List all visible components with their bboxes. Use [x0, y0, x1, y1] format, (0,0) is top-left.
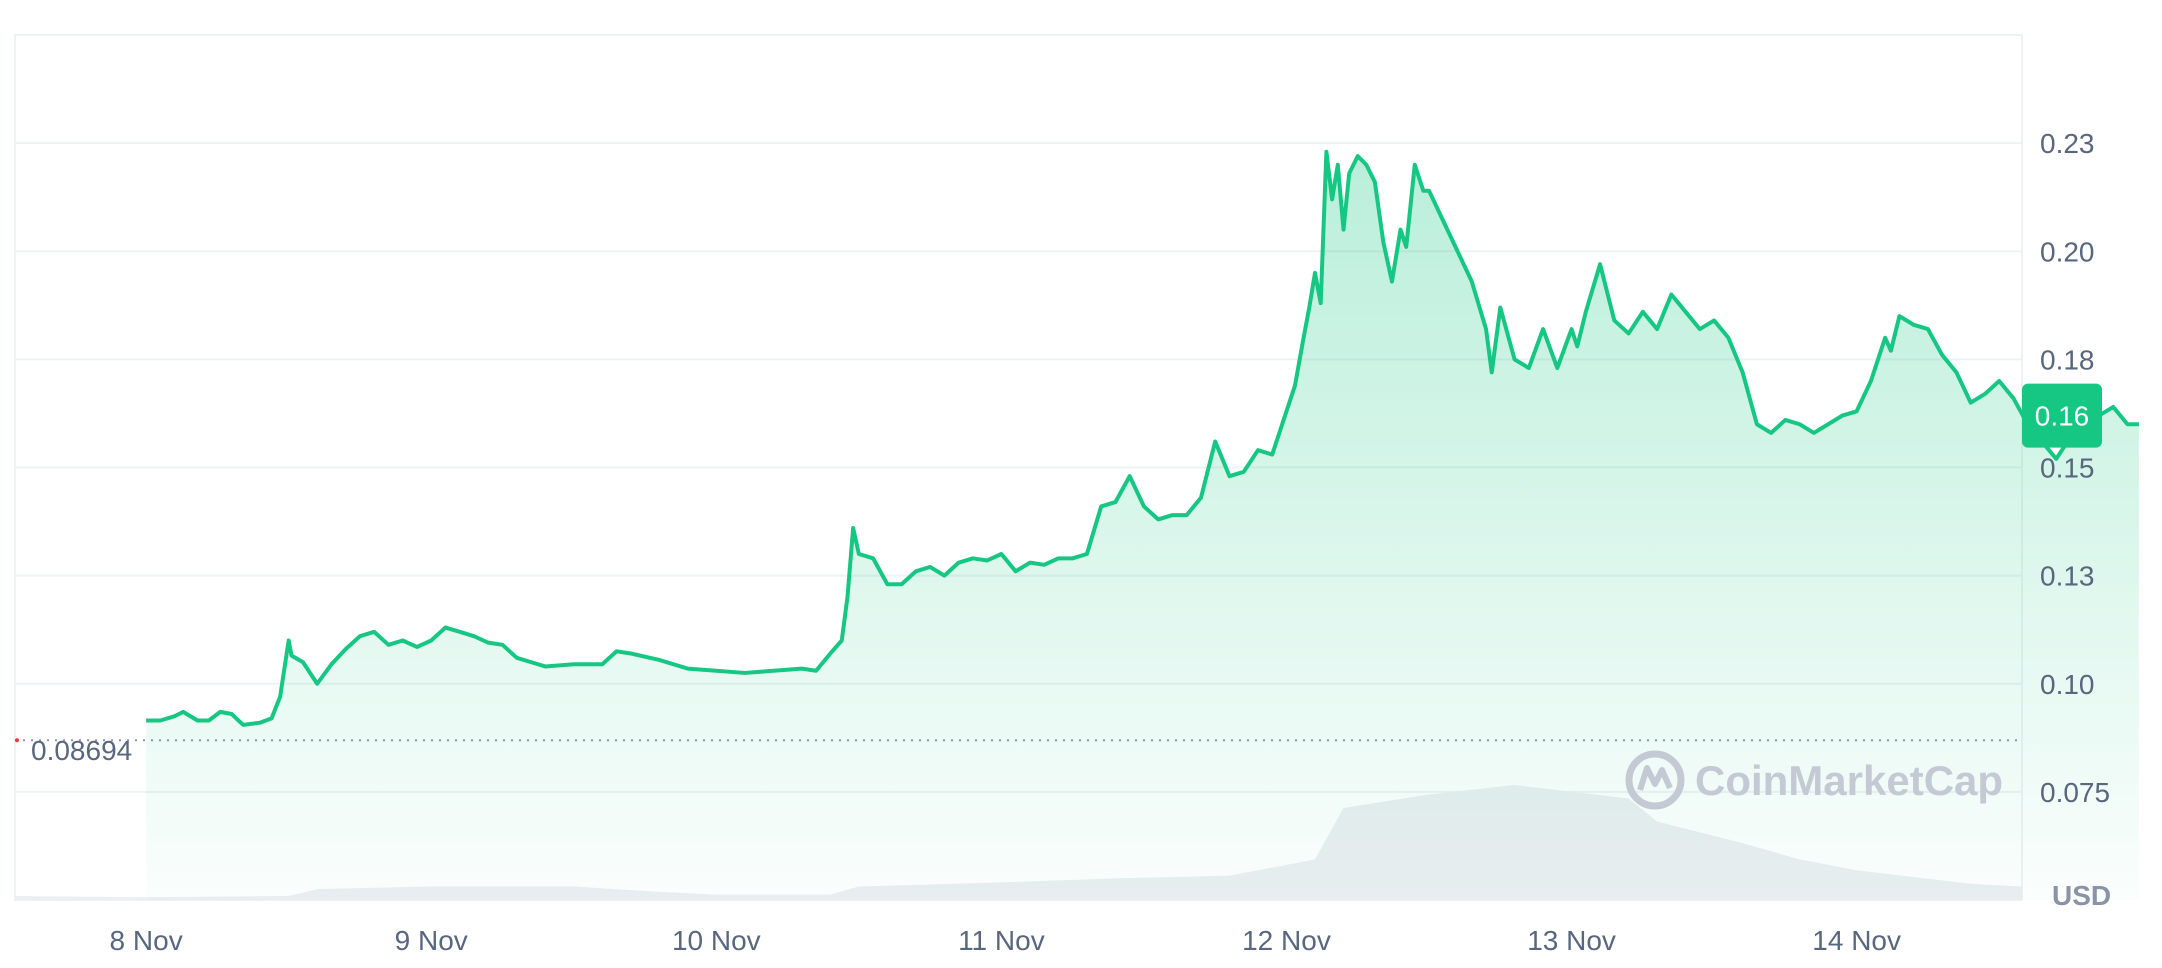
- reference-marker: [15, 738, 19, 743]
- watermark: CoinMarketCap: [1625, 750, 2003, 810]
- current-price-badge: 0.16: [2022, 383, 2102, 448]
- y-tick-label: 0.23: [2040, 128, 2095, 159]
- y-tick-label: 0.13: [2040, 561, 2095, 592]
- x-tick-label: 9 Nov: [395, 925, 468, 956]
- y-tick-label: 0.10: [2040, 669, 2095, 700]
- x-tick-label: 14 Nov: [1812, 925, 1901, 956]
- x-axis: 8 Nov 9 Nov 10 Nov 11 Nov 12 Nov 13 Nov 14 Nov: [110, 925, 1901, 956]
- current-price-badge-bg: [2022, 383, 2102, 448]
- x-tick-label: 13 Nov: [1527, 925, 1616, 956]
- x-tick-label: 10 Nov: [672, 925, 761, 956]
- area-layer: [146, 151, 2139, 900]
- y-tick-label: 0.18: [2040, 344, 2095, 375]
- x-tick-label: 11 Nov: [958, 925, 1045, 956]
- price-area: [146, 151, 2139, 900]
- y-tick-label: 0.20: [2040, 236, 2095, 267]
- y-tick-label: 0.075: [2040, 777, 2110, 808]
- reference-line-label: 0.08694: [31, 735, 132, 766]
- x-tick-label: 12 Nov: [1242, 925, 1331, 956]
- price-line: [146, 149, 2139, 727]
- y-tick-label: 0.15: [2040, 453, 2095, 484]
- reference-layer: 0.08694: [15, 735, 2022, 766]
- current-price-label: 0.16: [2035, 401, 2090, 432]
- line-layer: [146, 149, 2139, 727]
- watermark-text: CoinMarketCap: [1695, 757, 2003, 804]
- y-axis: 0.075 0.10 0.13 0.15 0.18 0.20 0.23: [2040, 128, 2110, 808]
- x-tick-label: 8 Nov: [110, 925, 183, 956]
- currency-unit-label: USD: [2052, 880, 2111, 911]
- coinmarketcap-logo-icon: [1625, 750, 1685, 810]
